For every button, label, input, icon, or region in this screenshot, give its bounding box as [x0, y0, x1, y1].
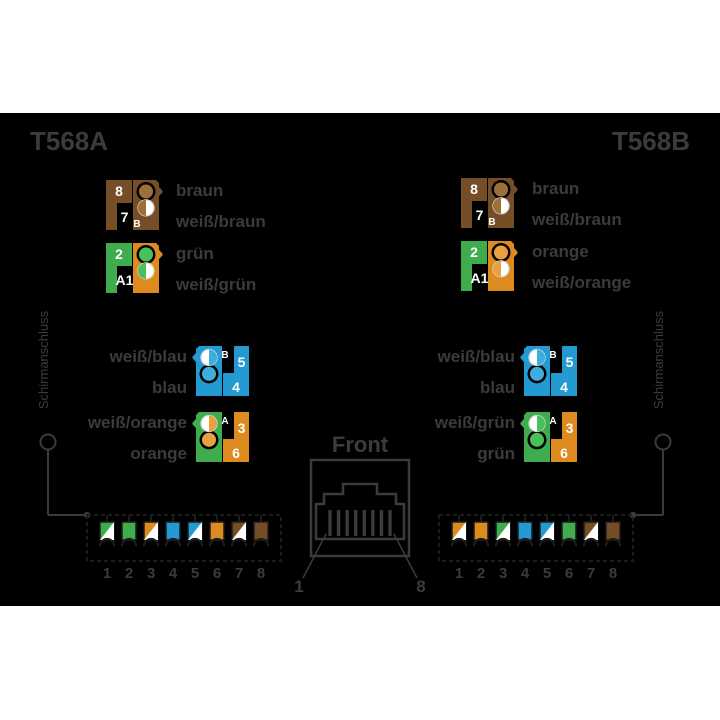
svg-text:B: B: [488, 217, 495, 228]
svg-text:7: 7: [235, 565, 243, 582]
svg-text:6: 6: [213, 565, 221, 582]
svg-text:2: 2: [470, 244, 478, 260]
svg-text:8: 8: [470, 181, 478, 197]
svg-text:blau: blau: [152, 378, 187, 397]
svg-text:orange: orange: [532, 242, 589, 261]
svg-text:Schirmanschluss: Schirmanschluss: [36, 310, 51, 409]
svg-text:B: B: [133, 219, 140, 230]
svg-text:8: 8: [115, 183, 123, 199]
svg-text:6: 6: [565, 565, 573, 582]
svg-text:weiß/orange: weiß/orange: [531, 273, 631, 292]
svg-text:8: 8: [257, 565, 265, 582]
svg-text:Schirmanschluss: Schirmanschluss: [651, 310, 666, 409]
svg-text:2: 2: [125, 565, 133, 582]
svg-text:T568A: T568A: [30, 126, 108, 156]
svg-text:A1: A1: [471, 270, 489, 286]
svg-text:weiß/blau: weiß/blau: [109, 347, 187, 366]
svg-text:B: B: [221, 350, 228, 361]
svg-text:2: 2: [477, 565, 485, 582]
svg-text:orange: orange: [130, 444, 187, 463]
svg-text:braun: braun: [176, 181, 223, 200]
svg-text:8: 8: [609, 565, 617, 582]
svg-text:5: 5: [543, 565, 551, 582]
svg-text:5: 5: [238, 354, 246, 370]
svg-text:Front: Front: [332, 432, 389, 457]
svg-text:2: 2: [115, 246, 123, 262]
svg-text:1: 1: [294, 577, 303, 596]
svg-text:weiß/grün: weiß/grün: [175, 275, 256, 294]
svg-text:6: 6: [560, 445, 568, 461]
svg-text:7: 7: [476, 207, 484, 223]
svg-text:3: 3: [499, 565, 507, 582]
svg-text:grün: grün: [176, 244, 214, 263]
svg-text:7: 7: [121, 209, 129, 225]
svg-text:weiß/braun: weiß/braun: [175, 212, 266, 231]
svg-text:1: 1: [103, 565, 111, 582]
svg-text:4: 4: [560, 379, 568, 395]
svg-text:weiß/blau: weiß/blau: [437, 347, 515, 366]
svg-text:weiß/braun: weiß/braun: [531, 210, 622, 229]
svg-text:5: 5: [566, 354, 574, 370]
svg-text:A: A: [221, 416, 228, 427]
svg-text:8: 8: [416, 577, 425, 596]
svg-text:T568B: T568B: [612, 126, 690, 156]
svg-text:grün: grün: [477, 444, 515, 463]
svg-text:3: 3: [238, 420, 246, 436]
svg-text:3: 3: [566, 420, 574, 436]
svg-text:4: 4: [521, 565, 530, 582]
svg-text:B: B: [549, 350, 556, 361]
svg-text:braun: braun: [532, 179, 579, 198]
svg-text:blau: blau: [480, 378, 515, 397]
svg-text:7: 7: [587, 565, 595, 582]
svg-text:1: 1: [455, 565, 463, 582]
svg-text:6: 6: [232, 445, 240, 461]
svg-text:4: 4: [169, 565, 178, 582]
svg-text:weiß/grün: weiß/grün: [434, 413, 515, 432]
svg-text:4: 4: [232, 379, 240, 395]
svg-text:3: 3: [147, 565, 155, 582]
svg-text:weiß/orange: weiß/orange: [87, 413, 187, 432]
svg-text:A: A: [549, 416, 556, 427]
svg-text:A1: A1: [116, 272, 134, 288]
svg-text:5: 5: [191, 565, 199, 582]
